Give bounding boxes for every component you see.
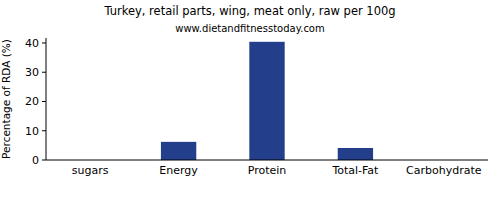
y-tick-label: 0 <box>32 154 39 167</box>
x-tick-label: Protein <box>248 164 287 177</box>
y-tick <box>42 101 46 102</box>
x-axis <box>46 160 488 161</box>
x-tick-label: Energy <box>159 164 198 177</box>
bar <box>161 142 196 160</box>
chart: Turkey, retail parts, wing, meat only, r… <box>0 0 500 200</box>
y-tick-label: 10 <box>25 125 39 138</box>
bar <box>249 42 284 160</box>
y-tick <box>42 72 46 73</box>
y-tick-label: 40 <box>25 37 39 50</box>
y-axis <box>46 38 47 160</box>
x-tick-label: Carbohydrate <box>406 164 482 177</box>
title: Turkey, retail parts, wing, meat only, r… <box>103 4 395 18</box>
bar <box>338 148 373 160</box>
subtitle: www.dietandfitnesstoday.com <box>175 23 324 34</box>
x-tick-label: Total-Fat <box>331 164 379 177</box>
bars <box>161 42 373 160</box>
y-axis-label: Percentage of RDA (%) <box>0 39 12 159</box>
y-tick <box>42 130 46 131</box>
y-tick-label: 30 <box>25 66 39 79</box>
y-tick-label: 20 <box>25 95 39 108</box>
chart-container: Turkey, retail parts, wing, meat only, r… <box>0 0 500 200</box>
y-tick <box>42 42 46 43</box>
x-tick-label: sugars <box>72 164 109 177</box>
y-tick <box>42 160 46 161</box>
